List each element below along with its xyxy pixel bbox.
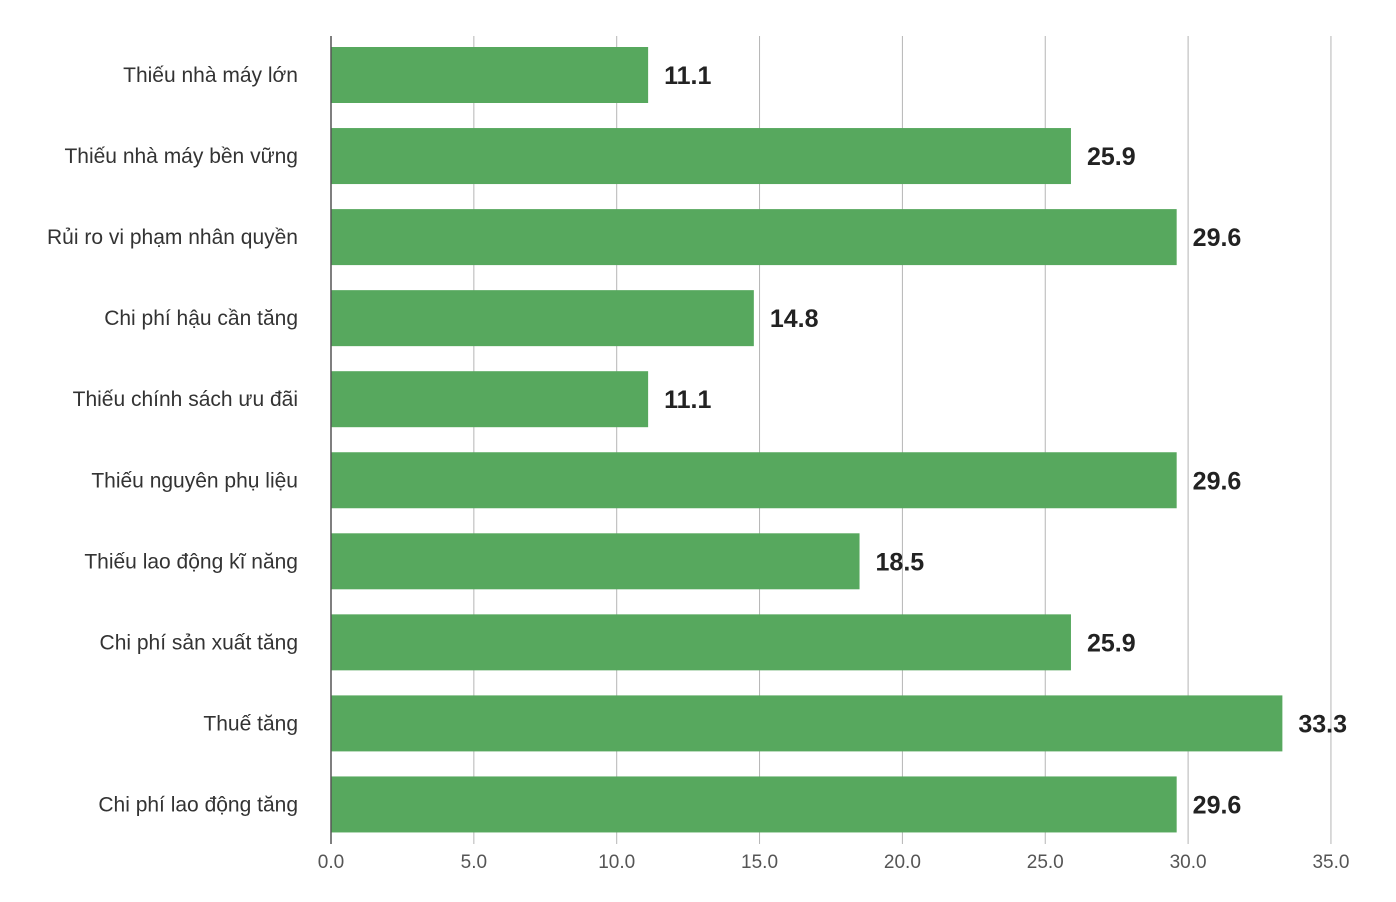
value-label: 11.1 <box>664 62 711 90</box>
x-tick-label: 20.0 <box>884 852 921 873</box>
value-label: 33.3 <box>1298 710 1347 738</box>
bar <box>331 614 1071 671</box>
category-label: Chi phí sản xuất tăng <box>100 631 298 654</box>
bar <box>331 209 1177 266</box>
bar <box>331 452 1177 509</box>
value-label: 11.1 <box>664 386 711 414</box>
x-tick-label: 0.0 <box>318 852 344 873</box>
value-label: 14.8 <box>770 305 819 333</box>
x-tick-label: 15.0 <box>741 852 778 873</box>
x-tick-label: 35.0 <box>1312 852 1349 873</box>
category-label: Thiếu nguyên phụ liệu <box>91 469 298 492</box>
x-tick-label: 5.0 <box>461 852 487 873</box>
category-label: Thiếu nhà máy bền vững <box>64 145 298 168</box>
bar <box>331 776 1177 833</box>
category-label: Thiếu lao động kĩ năng <box>84 550 298 573</box>
value-label: 25.9 <box>1087 629 1136 657</box>
bar <box>331 128 1071 185</box>
value-label: 29.6 <box>1193 791 1242 819</box>
value-label: 18.5 <box>876 548 925 576</box>
category-label: Chi phí hậu cần tăng <box>104 307 298 330</box>
category-label: Thiếu chính sách ưu đãi <box>73 388 298 411</box>
category-label: Thuế tăng <box>203 712 298 735</box>
value-label: 29.6 <box>1193 467 1242 495</box>
x-tick-label: 25.0 <box>1027 852 1064 873</box>
bars <box>331 47 1283 833</box>
bar <box>331 47 649 103</box>
x-tick-label: 10.0 <box>598 852 635 873</box>
labels: 0.0 5.0 10.0 15.0 20.0 25.0 30.0 35.0 Thiếu nhà … <box>47 62 1349 873</box>
value-label: 25.9 <box>1087 143 1136 171</box>
bar <box>331 695 1283 752</box>
bar <box>331 533 860 590</box>
x-tick-label: 30.0 <box>1170 852 1207 873</box>
category-label: Chi phí lao động tăng <box>98 793 298 816</box>
bar <box>331 290 754 347</box>
value-label: 29.6 <box>1193 224 1242 252</box>
category-label: Rủi ro vi phạm nhân quyền <box>47 226 298 249</box>
bar <box>331 371 649 428</box>
category-label: Thiếu nhà máy lớn <box>123 64 298 87</box>
